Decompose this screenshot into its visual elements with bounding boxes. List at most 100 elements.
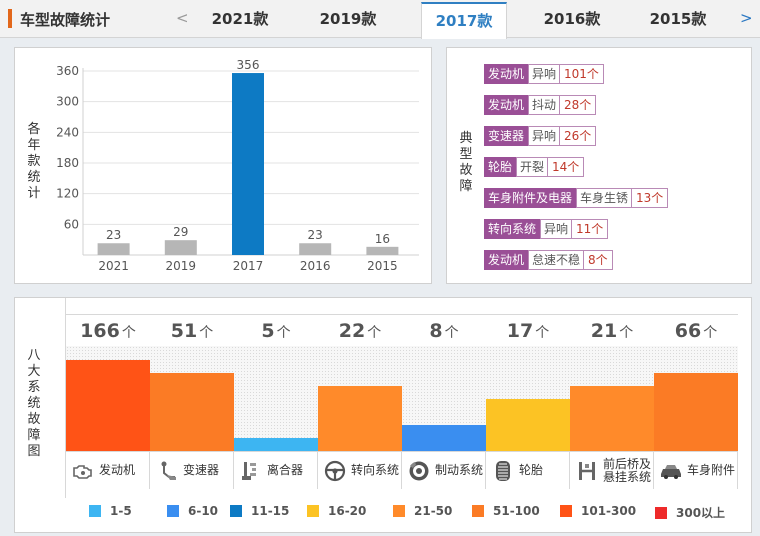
- legend-swatch: [307, 505, 319, 517]
- system-column[interactable]: 166 个发动机: [66, 314, 150, 489]
- y-tick-label: 300: [56, 95, 79, 109]
- brake-disc-icon: [407, 459, 431, 483]
- x-tick-label: 2016: [300, 259, 331, 273]
- system-name: 发动机: [99, 463, 136, 477]
- bar-2021: [97, 243, 130, 255]
- legend-label: 1-5: [110, 504, 132, 518]
- system-count-unit: 个: [199, 325, 214, 341]
- fault-tag[interactable]: 变速器 异响 26个: [484, 126, 597, 146]
- system-count: 22 个: [318, 314, 402, 346]
- legend-label: 21-50: [414, 504, 453, 518]
- system-bar-track: [654, 346, 738, 451]
- legend-label: 6-10: [188, 504, 219, 518]
- fault-type: 怠速不稳: [528, 250, 584, 270]
- fault-tag[interactable]: 发动机 异响 101个: [484, 64, 604, 84]
- legend-swatch: [230, 505, 242, 517]
- legend-item: 51-100: [472, 504, 540, 518]
- car-body-icon: [659, 459, 683, 483]
- fault-part: 车身附件及电器: [484, 188, 577, 208]
- legend-label: 300以上: [676, 506, 726, 520]
- tab-2015[interactable]: 2015款: [649, 10, 707, 28]
- fault-part: 变速器: [484, 126, 529, 146]
- fault-count: 8个: [583, 250, 613, 270]
- system-count-value: 22: [338, 320, 366, 342]
- legend-item: 300以上: [655, 504, 725, 521]
- system-name: 车身附件: [687, 463, 736, 477]
- fault-tag[interactable]: 轮胎 开裂 14个: [484, 157, 585, 177]
- prev-arrow-icon[interactable]: <: [176, 9, 189, 27]
- bar-2017: [232, 73, 264, 255]
- system-count-unit: 个: [367, 325, 382, 341]
- fault-tag[interactable]: 发动机 怠速不稳 8个: [484, 250, 613, 270]
- system-label: 轮胎: [486, 451, 570, 489]
- system-column[interactable]: 17 个轮胎: [486, 314, 570, 489]
- system-column[interactable]: 22 个转向系统: [318, 314, 402, 489]
- system-bar: [402, 424, 486, 451]
- y-tick-label: 180: [56, 156, 79, 170]
- tab-2021[interactable]: 2021款: [211, 10, 269, 28]
- tab-2016[interactable]: 2016款: [543, 10, 601, 28]
- fault-count: 101个: [559, 64, 604, 84]
- fault-tag[interactable]: 转向系统 异响 11个: [484, 219, 609, 239]
- legend-swatch: [167, 505, 179, 517]
- legend-swatch: [655, 506, 667, 519]
- system-count-unit: 个: [444, 325, 459, 341]
- system-count: 66 个: [654, 314, 738, 346]
- system-label: 制动系统: [402, 451, 486, 489]
- system-count-value: 51: [170, 320, 198, 342]
- bar-2015: [366, 246, 399, 255]
- system-column[interactable]: 66 个车身附件: [654, 314, 738, 489]
- system-bar-track: [150, 346, 234, 451]
- system-column[interactable]: 51 个变速器: [150, 314, 234, 489]
- fault-count: 26个: [559, 126, 597, 146]
- fault-type: 异响: [528, 126, 560, 146]
- legend-swatch: [393, 505, 405, 517]
- system-count-unit: 个: [121, 325, 136, 341]
- fault-part: 发动机: [484, 95, 529, 115]
- system-bar: [234, 438, 318, 451]
- systems-side-label: 八大系统故障图: [27, 348, 41, 459]
- tire-icon: [491, 459, 515, 483]
- x-tick-label: 2017: [233, 259, 264, 273]
- fault-tag[interactable]: 发动机 抖动 28个: [484, 95, 597, 115]
- legend-item: 16-20: [307, 504, 366, 518]
- system-column[interactable]: 8 个制动系统: [402, 314, 486, 489]
- x-tick-label: 2019: [166, 259, 197, 273]
- systems-grid: 166 个发动机 51 个变速器 5 个离合器 22 个转向系统 8 个制动系统 17 个轮胎 21 个前…: [65, 298, 739, 498]
- system-count-value: 8: [429, 320, 443, 342]
- system-name: 制动系统: [435, 463, 484, 477]
- system-bar: [486, 398, 570, 451]
- system-count-unit: 个: [276, 325, 291, 341]
- bar-value-label: 29: [173, 225, 188, 239]
- x-tick-label: 2021: [98, 259, 129, 273]
- tab-2017[interactable]: 2017款: [421, 2, 507, 39]
- fault-part: 转向系统: [484, 219, 541, 239]
- fault-type: 开裂: [516, 157, 548, 177]
- page-title: 车型故障统计: [20, 11, 111, 29]
- system-bar: [570, 385, 654, 451]
- system-count-value: 17: [506, 320, 534, 342]
- system-bar-track: [66, 346, 150, 451]
- system-name: 前后桥及 悬挂系统: [603, 456, 652, 484]
- bar-value-label: 356: [237, 58, 260, 72]
- fault-count: 28个: [559, 95, 597, 115]
- system-label: 车身附件: [654, 451, 738, 489]
- system-bar-track: [486, 346, 570, 451]
- system-bar-track: [234, 346, 318, 451]
- system-name: 轮胎: [519, 463, 544, 477]
- next-arrow-icon[interactable]: >: [740, 9, 753, 27]
- system-column[interactable]: 5 个离合器: [234, 314, 318, 489]
- legend-label: 51-100: [493, 504, 540, 518]
- legend-label: 101-300: [581, 504, 637, 518]
- legend-swatch: [560, 505, 572, 517]
- system-column[interactable]: 21 个前后桥及 悬挂系统: [570, 314, 654, 489]
- fault-type: 异响: [540, 219, 572, 239]
- system-bar: [66, 359, 150, 451]
- fault-part: 发动机: [484, 250, 529, 270]
- system-count: 21 个: [570, 314, 654, 346]
- tab-2019[interactable]: 2019款: [319, 10, 377, 28]
- system-bar-track: [318, 346, 402, 451]
- fault-tag[interactable]: 车身附件及电器 车身生锈 13个: [484, 188, 669, 208]
- system-bar: [654, 373, 738, 451]
